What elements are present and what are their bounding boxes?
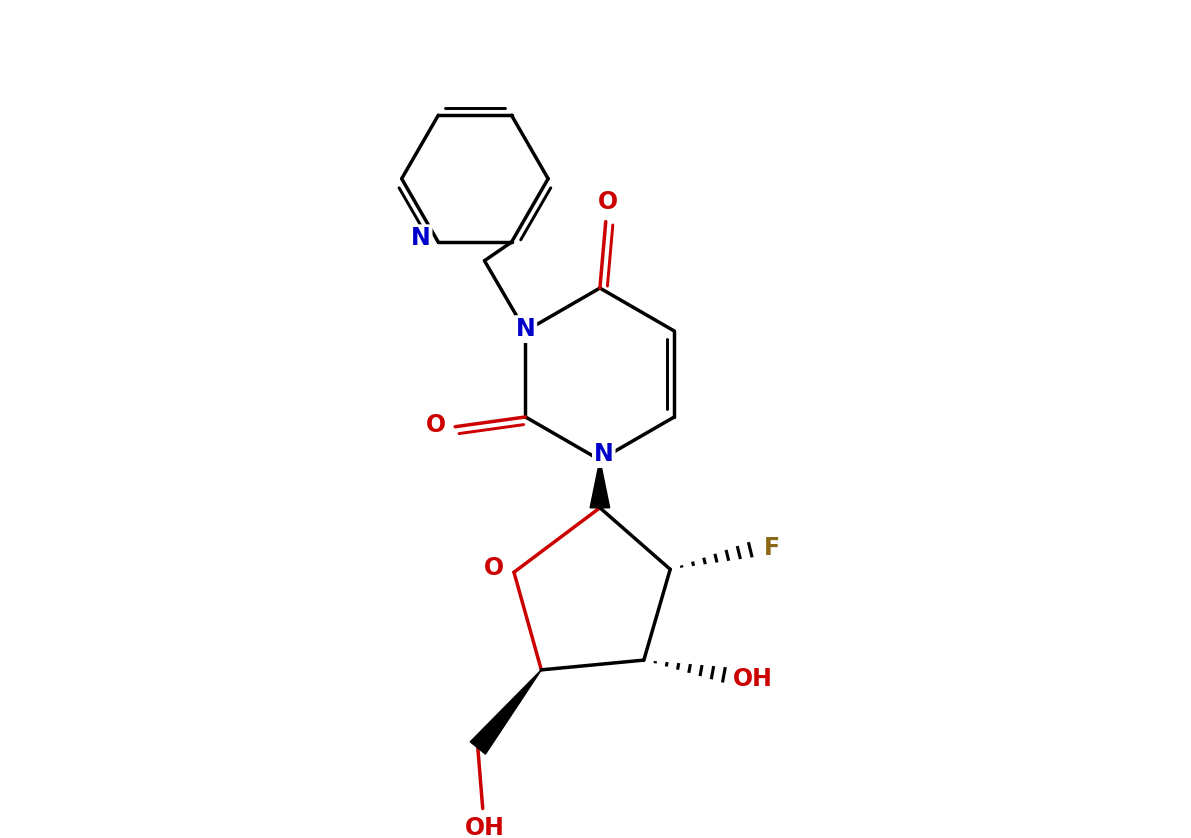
Text: N: N — [594, 442, 613, 466]
Text: OH: OH — [734, 667, 773, 691]
Text: O: O — [485, 556, 505, 581]
Text: O: O — [598, 190, 618, 215]
Text: OH: OH — [464, 816, 505, 838]
Polygon shape — [590, 460, 610, 508]
Text: N: N — [411, 226, 431, 251]
Text: O: O — [425, 413, 445, 437]
Polygon shape — [470, 670, 541, 754]
Text: N: N — [516, 317, 535, 341]
Text: F: F — [763, 535, 780, 560]
